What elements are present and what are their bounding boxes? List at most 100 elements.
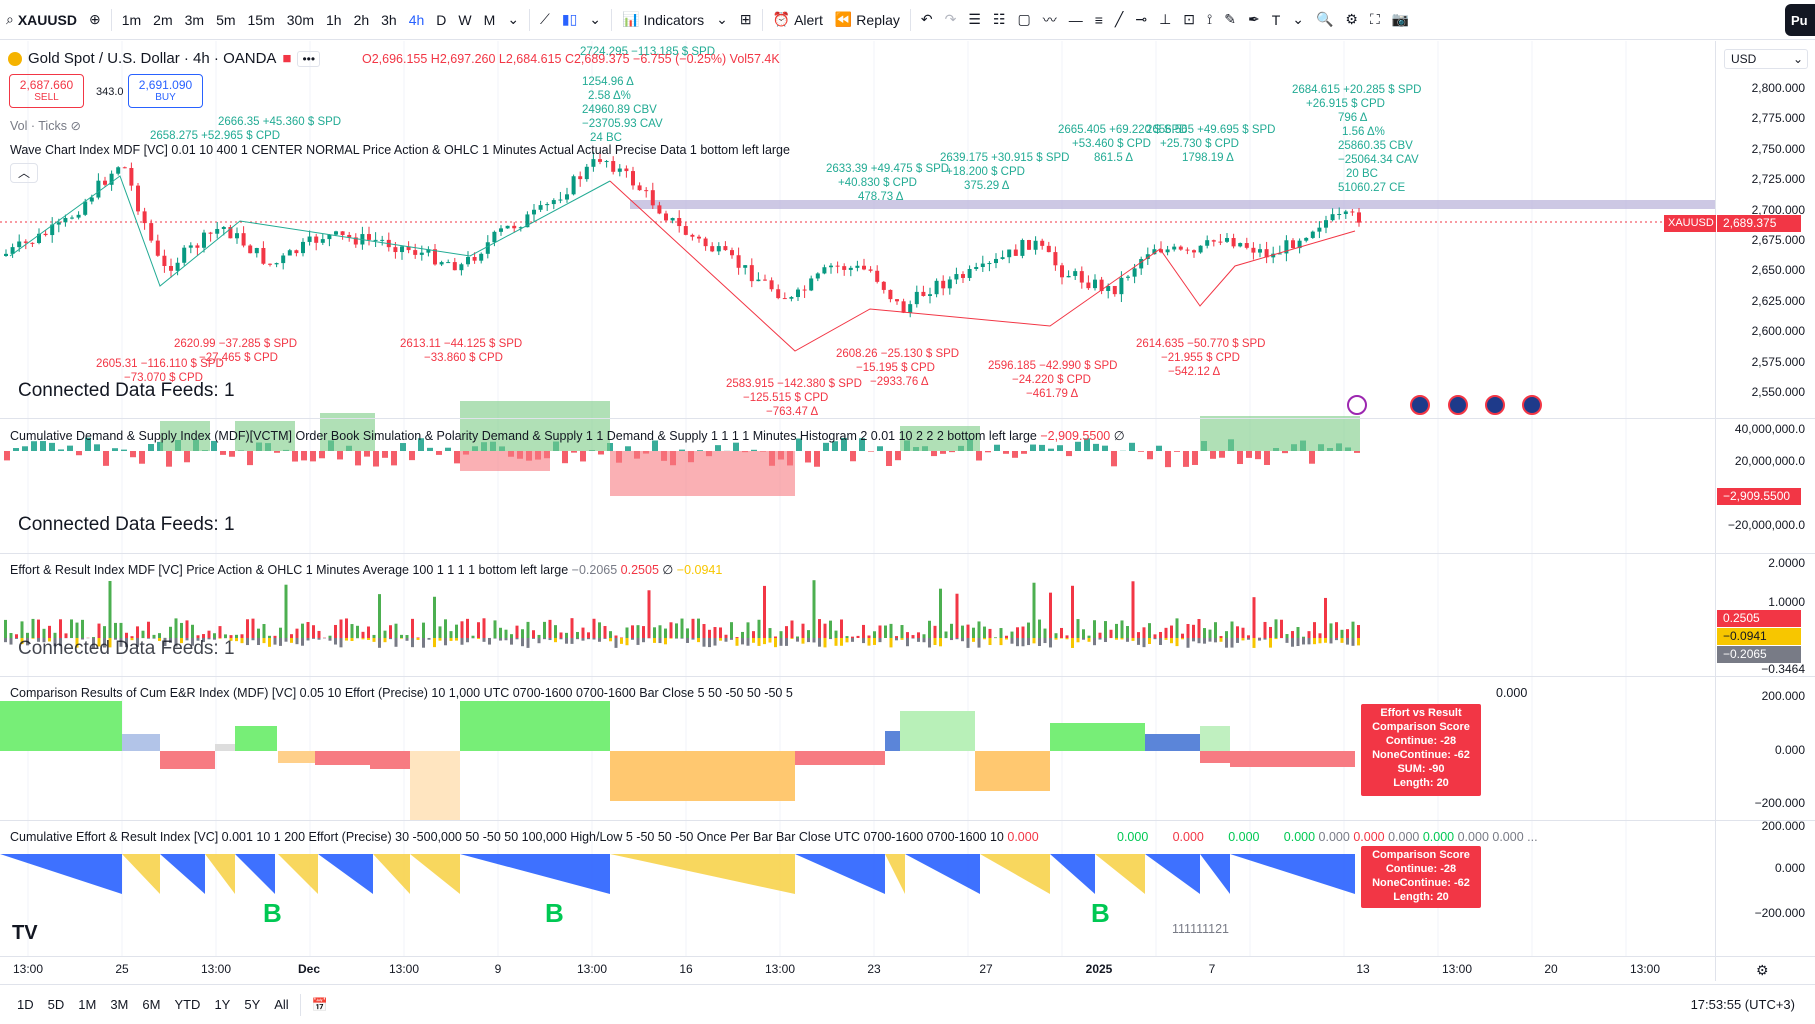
price-axis[interactable]: USD ⌄ 2,800.000 2,775.000 2,750.000 2,72…: [1664, 41, 1815, 981]
cum-value: 0.000: [1172, 830, 1204, 844]
pane-separator[interactable]: [0, 820, 1815, 821]
interval-1m[interactable]: 1m: [121, 11, 142, 28]
er-bar: [1021, 626, 1025, 638]
er-bar: [559, 638, 563, 640]
interval-3m[interactable]: 3m: [184, 11, 205, 28]
candle-body: [677, 218, 682, 227]
drawing-tool-9[interactable]: ⊥: [1153, 5, 1177, 35]
redo-button[interactable]: ↷: [939, 5, 963, 35]
interval-5m[interactable]: 5m: [216, 11, 236, 28]
tradingview-logo[interactable]: TV: [12, 922, 38, 944]
interval-2h[interactable]: 2h: [353, 11, 370, 28]
drawing-tool-3[interactable]: ▢: [1011, 5, 1036, 35]
clock[interactable]: 17:53:55 (UTC+3): [1690, 997, 1795, 1012]
symbol-title[interactable]: Gold Spot / U.S. Dollar · 4h · OANDA ■ •…: [8, 50, 321, 67]
drawing-tool-10[interactable]: ⊡: [1177, 5, 1201, 35]
layouts-button[interactable]: ⊞: [734, 5, 758, 35]
range-5y[interactable]: 5Y: [244, 997, 261, 1012]
interval-m[interactable]: M: [483, 11, 496, 28]
range-1y[interactable]: 1Y: [214, 997, 231, 1012]
chart-type-candle-button[interactable]: ▮▯: [556, 5, 583, 35]
pane-separator[interactable]: [0, 676, 1815, 677]
cmp-legend[interactable]: Comparison Results of Cum E&R Index (MDF…: [10, 686, 793, 700]
buy-button[interactable]: 2,691.090 BUY: [128, 74, 203, 108]
cds-legend[interactable]: Cumulative Demand & Supply Index (MDF)[V…: [10, 428, 1125, 443]
candle-body: [525, 214, 530, 228]
er-bar: [1170, 638, 1173, 644]
interval-dropdown[interactable]: ⌄: [501, 5, 525, 35]
currency-selector[interactable]: USD ⌄: [1724, 49, 1808, 69]
add-symbol-button[interactable]: ⊕: [83, 5, 107, 35]
text-tool-dropdown[interactable]: ⌄: [1286, 5, 1310, 35]
fullscreen-button[interactable]: ⛶: [1364, 5, 1386, 35]
candle-body: [195, 245, 200, 248]
eye-slash-icon[interactable]: ⊘: [70, 119, 81, 133]
drawing-tool-4[interactable]: 〰: [1037, 5, 1063, 35]
er-bar: [746, 638, 750, 646]
range-1m[interactable]: 1M: [78, 997, 97, 1012]
range-1d[interactable]: 1D: [17, 997, 34, 1012]
replay-button[interactable]: ⏪ Replay: [829, 5, 906, 35]
er-legend[interactable]: Effort & Result Index MDF [VC] Price Act…: [10, 562, 722, 577]
flag-icon[interactable]: ■: [282, 50, 292, 67]
more-icon[interactable]: •••: [297, 50, 321, 67]
settings-button[interactable]: ⚙: [1339, 5, 1364, 35]
cumulative-segment: [610, 854, 795, 894]
cum-legend[interactable]: Cumulative Effort & Result Index [VC] 0.…: [10, 830, 1039, 844]
er-bar: [53, 632, 57, 638]
alert-button[interactable]: ⏰ Alert: [767, 5, 829, 35]
range-3m[interactable]: 3M: [110, 997, 129, 1012]
chart-area[interactable]: 2724.295 −113.185 $ SPD 1254.96 Δ 2.58 Δ% 2…: [0, 41, 1715, 981]
drawing-tool-12[interactable]: ✎: [1218, 5, 1242, 35]
range-5d[interactable]: 5D: [47, 997, 65, 1012]
candle-body: [83, 201, 88, 215]
sell-button[interactable]: 2,687.660 SELL: [9, 74, 84, 108]
drawing-tool-11[interactable]: ⟟: [1201, 5, 1218, 35]
histogram-bar: [31, 441, 37, 451]
interval-1h[interactable]: 1h: [325, 11, 342, 28]
drawing-tool-13[interactable]: ✒: [1242, 5, 1266, 35]
pane-separator[interactable]: [0, 418, 1815, 419]
drawing-tool-6[interactable]: ≡: [1089, 5, 1109, 35]
indicators-dropdown[interactable]: ⌄: [710, 5, 734, 35]
er-bar: [625, 638, 629, 646]
indicators-button[interactable]: 📊 Indicators: [616, 5, 710, 35]
interval-2m[interactable]: 2m: [153, 11, 173, 28]
chart-type-dropdown[interactable]: ⌄: [583, 5, 607, 35]
er-bar: [306, 622, 310, 638]
goto-date-button[interactable]: 📅: [305, 997, 335, 1013]
collapse-legend-button[interactable]: ︿: [10, 163, 38, 183]
zoom-tool[interactable]: 🔍: [1310, 5, 1339, 35]
er-bar: [1126, 638, 1129, 642]
interval-3h[interactable]: 3h: [381, 11, 397, 28]
interval-w[interactable]: W: [458, 11, 472, 28]
drawing-tool-5[interactable]: —: [1063, 5, 1089, 35]
drawing-tool-8[interactable]: ⊸: [1129, 5, 1153, 35]
symbol-search[interactable]: ⌕ XAUUSD: [0, 5, 83, 35]
time-tick: 13:00: [764, 962, 796, 976]
publish-button[interactable]: Pu: [1785, 4, 1815, 36]
interval-15m[interactable]: 15m: [247, 11, 275, 28]
undo-button[interactable]: ↶: [915, 5, 939, 35]
time-axis[interactable]: 13:00 25 13:00 Dec 13:00 9 13:00 16 13:00 23 27 202…: [0, 958, 1715, 982]
interval-30m[interactable]: 30m: [286, 11, 314, 28]
drawing-tool-7[interactable]: ╱: [1109, 5, 1129, 35]
pane-separator[interactable]: [0, 553, 1815, 554]
range-all[interactable]: All: [274, 997, 289, 1012]
text-tool[interactable]: T: [1266, 5, 1287, 35]
range-ytd[interactable]: YTD: [174, 997, 201, 1012]
vol-ticks-legend[interactable]: Vol · Ticks ⊘: [10, 118, 81, 133]
candle-body: [406, 246, 411, 251]
chart-type-line-button[interactable]: ⟋: [534, 5, 556, 35]
candle-body: [248, 245, 253, 254]
candle-body: [941, 280, 946, 289]
drawing-tool-1[interactable]: ☰: [962, 5, 987, 35]
interval-d[interactable]: D: [436, 11, 447, 28]
er-bar: [152, 638, 156, 639]
drawing-tool-2[interactable]: ☷: [987, 5, 1012, 35]
time-axis-settings-button[interactable]: ⚙: [1756, 962, 1769, 979]
interval-4h[interactable]: 4h: [408, 11, 425, 28]
snapshot-button[interactable]: 📷: [1386, 5, 1415, 35]
wave-chart-legend[interactable]: Wave Chart Index MDF [VC] 0.01 10 400 1 …: [10, 143, 790, 157]
range-6m[interactable]: 6M: [142, 997, 161, 1012]
